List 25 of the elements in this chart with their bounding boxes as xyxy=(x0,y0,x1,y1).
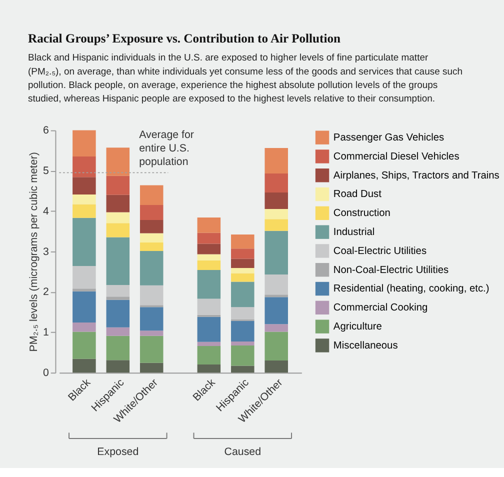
legend-label: Industrial xyxy=(333,226,375,238)
legend-label: Coal-Electric Utilities xyxy=(333,246,427,257)
y-tick-label: 6 xyxy=(43,124,50,137)
legend-label: Commercial Diesel Vehicles xyxy=(333,151,460,162)
y-axis-title: PM₂.₅ levels (micrograms per cubic meter) xyxy=(28,152,40,352)
text: Caused xyxy=(224,446,262,458)
legend-label: Road Dust xyxy=(333,189,382,200)
text: Exposed xyxy=(97,446,139,458)
y-tick-label: 1 xyxy=(43,326,50,339)
ref-line-label: Average for entire U.S. population xyxy=(139,128,194,168)
y-tick-label: 3 xyxy=(43,246,50,258)
legend-label: Miscellaneous xyxy=(333,340,398,352)
legend-label: Agriculture xyxy=(333,321,382,332)
y-tick-label: 4 xyxy=(43,205,50,218)
chart-title: Racial Groups’ Exposure vs. Contribution to Air Pollution xyxy=(28,31,341,46)
y-tick-label: 2 xyxy=(43,286,50,298)
y-tick-label: 5 xyxy=(43,165,50,178)
legend-label: Non-Coal-Electric Utilities xyxy=(333,264,449,276)
legend-label: Airplanes, Ships, Tractors and Trains xyxy=(333,170,500,182)
legend-label: Construction xyxy=(333,208,390,220)
legend-label: Residential (heating, cooking, etc.) xyxy=(333,284,490,295)
legend-label: Commercial Cooking xyxy=(333,302,428,314)
legend-label: Passenger Gas Vehicles xyxy=(333,132,444,144)
y-tick-label: 0 xyxy=(43,366,50,379)
chart-subtitle: Black and Hispanic individuals in the U.S. are exposed to higher levels of fine particulate matter (PM₂.₅), on average, than white individuals yet consume less of the goods and services that cause such pollution. Black people, on average, experience the highest absolute pollution levels of the groups studied, whereas Hispanic people are exposed to the highest levels relative to their consumption. xyxy=(28,52,463,104)
